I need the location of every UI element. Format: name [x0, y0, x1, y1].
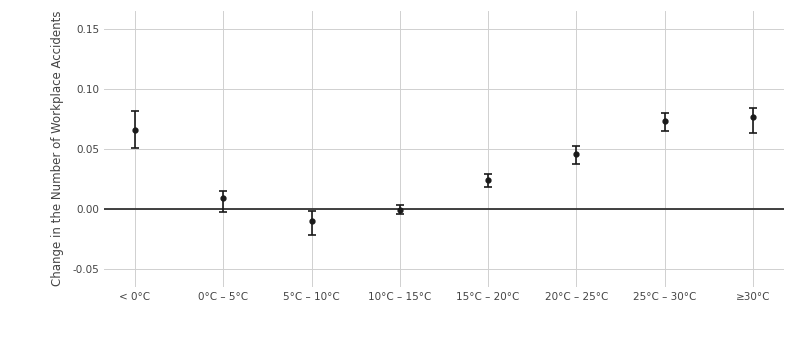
- Y-axis label: Change in the Number of Workplace Accidents: Change in the Number of Workplace Accide…: [51, 11, 64, 287]
